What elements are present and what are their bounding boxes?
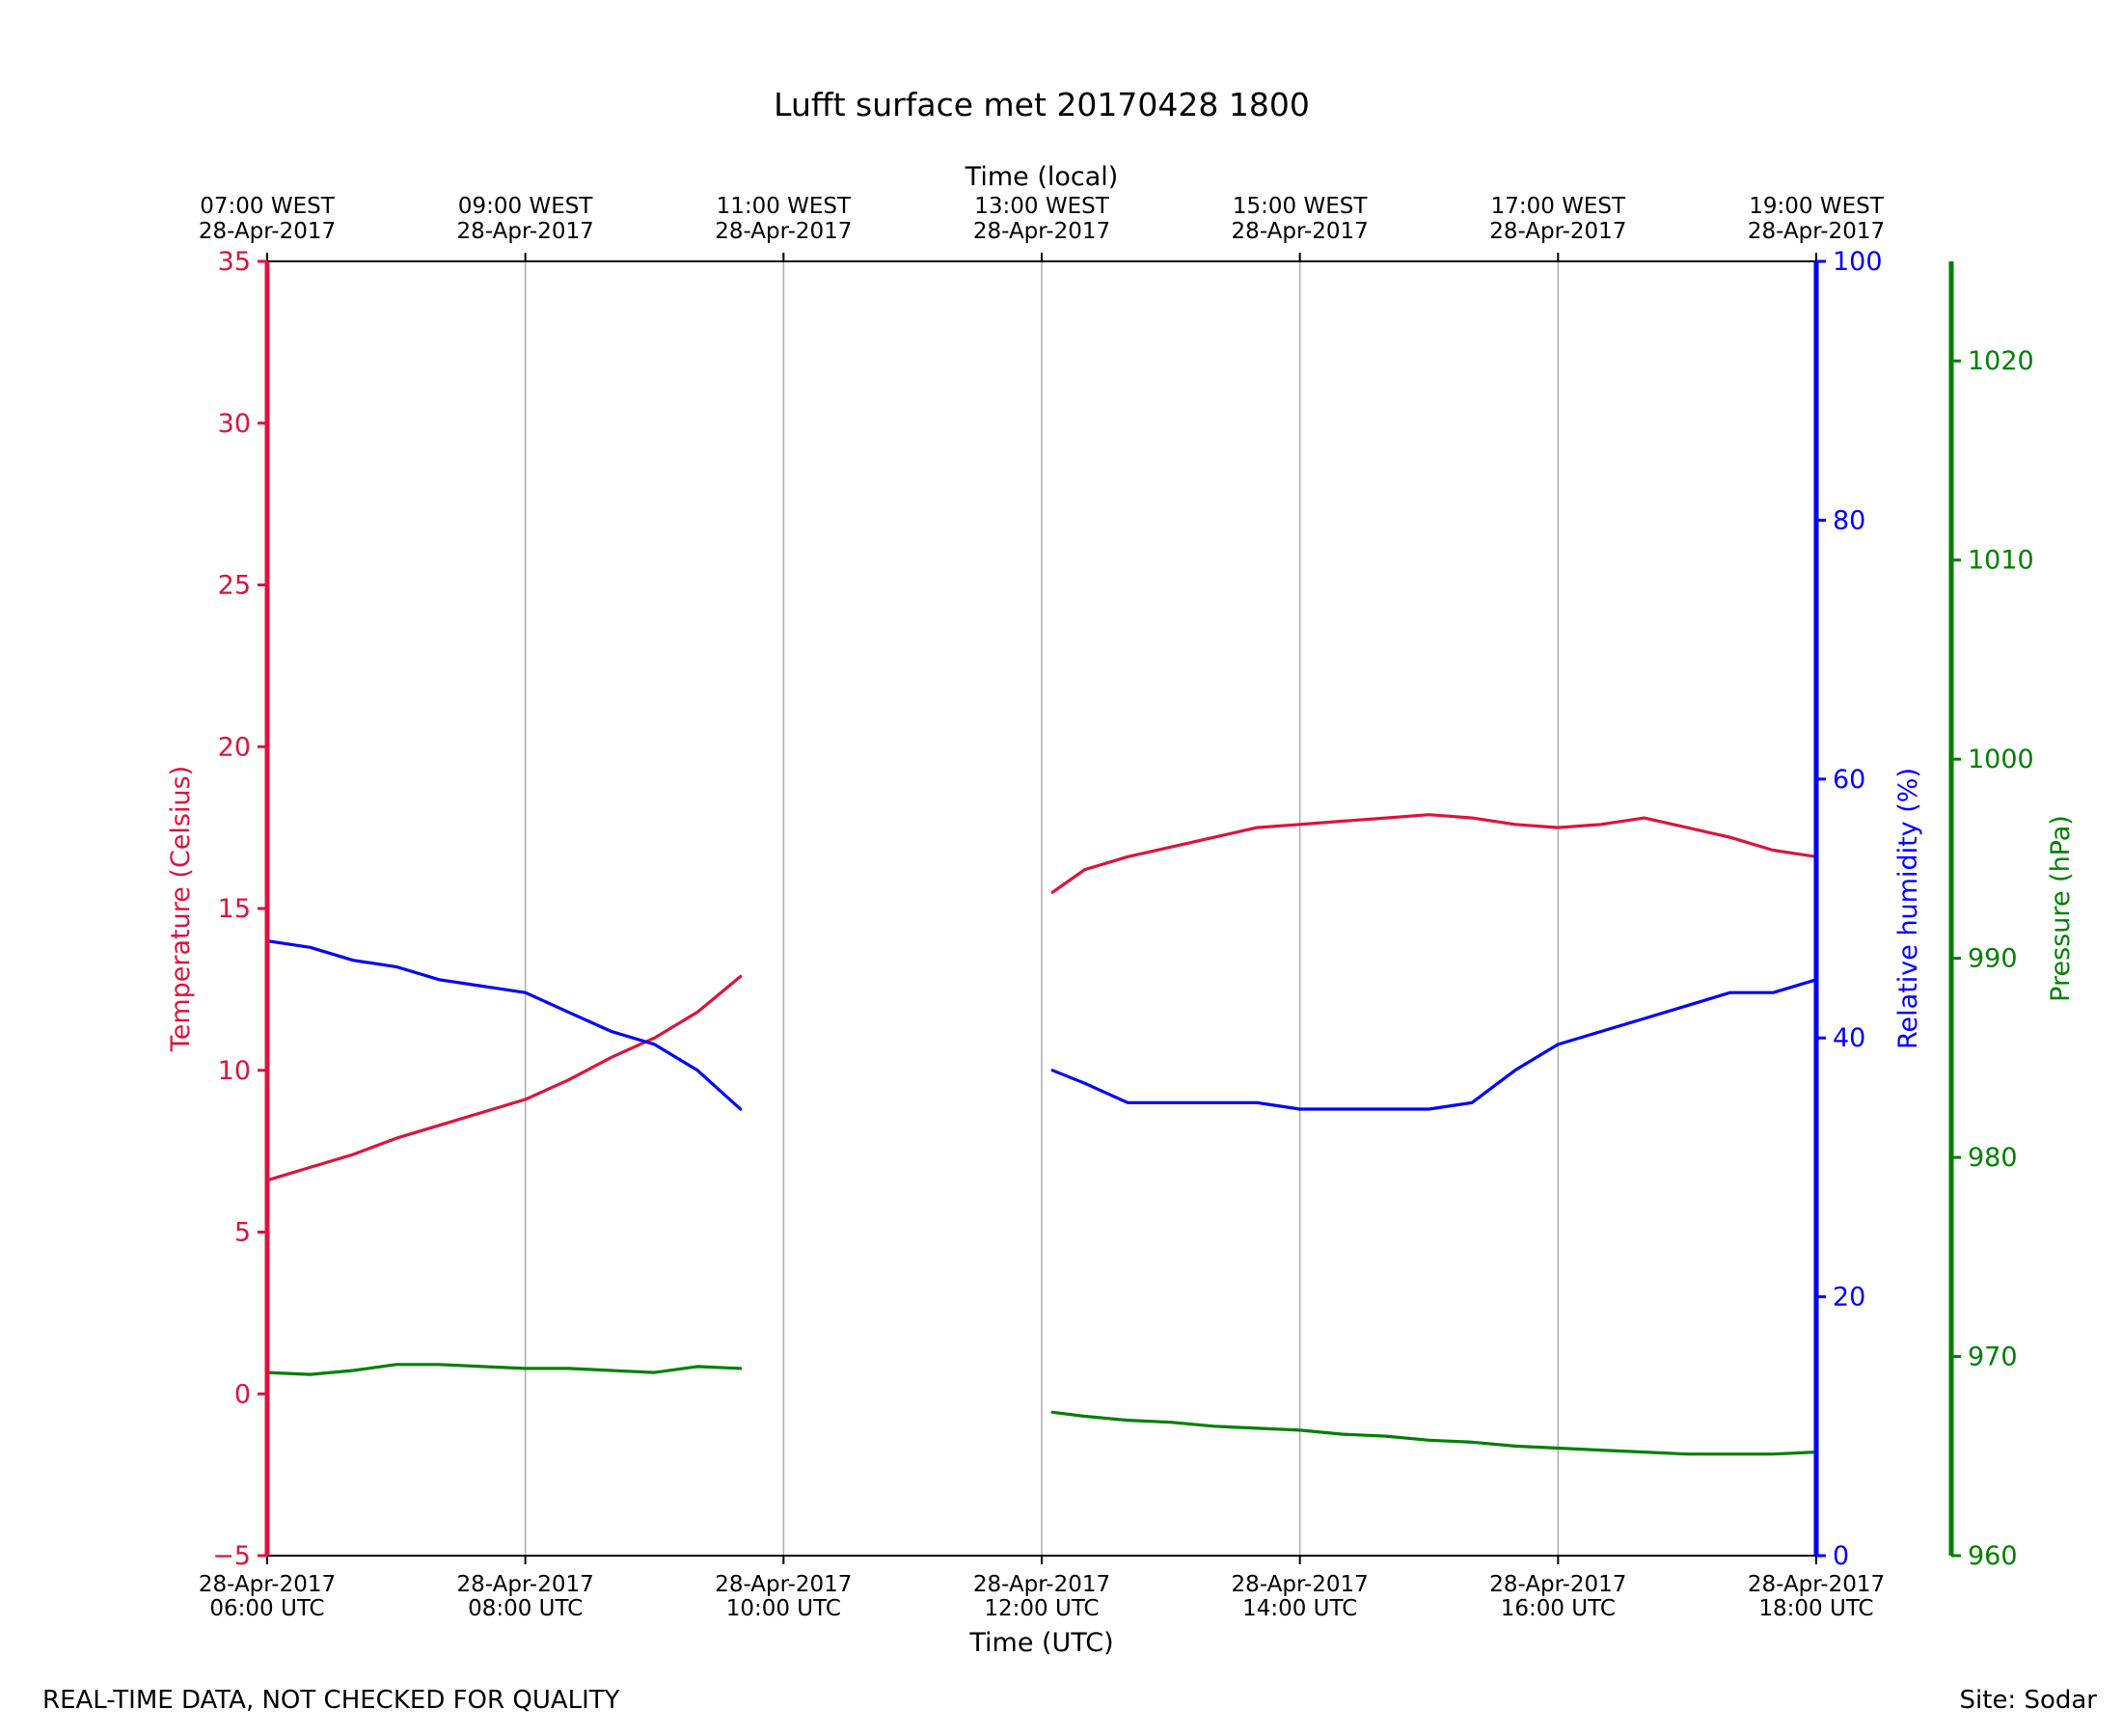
humidity-axis-tick-label: 0 — [1833, 1541, 1849, 1571]
data-lines — [265, 813, 1818, 1456]
x-tick-label-bottom: 18:00 UTC — [1758, 1596, 1873, 1621]
x-tick-label-top: 28-Apr-2017 — [1232, 219, 1369, 244]
x-axis-label-bottom: Time (UTC) — [968, 1628, 1113, 1658]
temperature-axis-label: Temperature (Celsius) — [166, 766, 196, 1052]
x-tick-label-bottom: 08:00 UTC — [468, 1596, 583, 1621]
x-tick-label-bottom: 28-Apr-2017 — [199, 1572, 336, 1597]
x-tick-label-top: 28-Apr-2017 — [1489, 219, 1626, 244]
x-tick-label-bottom: 12:00 UTC — [984, 1596, 1099, 1621]
temperature-axis-tick-label: 25 — [218, 571, 251, 601]
x-tick-label-top: 13:00 WEST — [974, 194, 1109, 219]
x-tick-label-top: 28-Apr-2017 — [973, 219, 1110, 244]
x-tick-label-bottom: 10:00 UTC — [726, 1596, 841, 1621]
grid-lines — [524, 261, 1560, 1556]
quality-disclaimer: REAL-TIME DATA, NOT CHECKED FOR QUALITY — [42, 1686, 620, 1715]
temperature-axis-tick-label: 20 — [218, 732, 251, 762]
temperature-axis-tick-label: 10 — [218, 1056, 251, 1086]
temperature-axis-tick-label: −5 — [212, 1541, 251, 1571]
site-label: Site: Sodar — [1959, 1686, 2097, 1715]
x-tick-label-top: 28-Apr-2017 — [715, 219, 852, 244]
x-tick-label-bottom: 28-Apr-2017 — [973, 1572, 1110, 1597]
x-axis-label-top: Time (local) — [965, 162, 1119, 192]
x-tick-label-top: 28-Apr-2017 — [199, 219, 336, 244]
x-tick-label-bottom: 28-Apr-2017 — [1748, 1572, 1885, 1597]
humidity-axis-tick-label: 40 — [1833, 1023, 1865, 1053]
x-tick-label-bottom: 16:00 UTC — [1501, 1596, 1616, 1621]
humidity-axis-tick-label: 80 — [1833, 505, 1865, 535]
temperature-series-line — [265, 974, 743, 1182]
x-tick-label-top: 11:00 WEST — [717, 194, 852, 219]
pressure-axis-tick-label: 990 — [1968, 944, 2018, 974]
x-tick-label-bottom: 14:00 UTC — [1242, 1596, 1357, 1621]
temperature-series-line — [1050, 813, 1818, 894]
x-tick-label-bottom: 28-Apr-2017 — [1489, 1572, 1626, 1597]
pressure-axis-tick-label: 1010 — [1968, 546, 2034, 576]
pressure-series-line — [1050, 1410, 1818, 1456]
x-tick-label-top: 28-Apr-2017 — [1748, 219, 1885, 244]
humidity-series-line — [1050, 978, 1818, 1111]
chart-title: Lufft surface met 20170428 1800 — [774, 86, 1310, 123]
pressure-axis-tick-label: 960 — [1968, 1541, 2018, 1571]
pressure-axis-label: Pressure (hPa) — [2046, 815, 2076, 1002]
x-tick-label-top: 28-Apr-2017 — [457, 219, 594, 244]
humidity-axis-label: Relative humidity (%) — [1893, 768, 1923, 1049]
temperature-axis-tick-label: 30 — [218, 409, 251, 439]
pressure-series-line — [265, 1363, 743, 1376]
x-tick-label-top: 19:00 WEST — [1749, 194, 1884, 219]
x-tick-label-bottom: 28-Apr-2017 — [1232, 1572, 1369, 1597]
x-tick-label-top: 17:00 WEST — [1491, 194, 1626, 219]
pressure-axis-tick-label: 970 — [1968, 1343, 2018, 1372]
pressure-axis-tick-label: 1020 — [1968, 346, 2034, 376]
temperature-axis-tick-label: 0 — [234, 1379, 251, 1409]
temperature-axis-tick-label: 15 — [218, 894, 251, 924]
pressure-axis-tick-label: 1000 — [1968, 745, 2034, 774]
humidity-axis-tick-label: 60 — [1833, 765, 1865, 795]
x-tick-label-top: 09:00 WEST — [458, 194, 593, 219]
temperature-axis-tick-label: 5 — [234, 1218, 251, 1248]
x-tick-label-bottom: 06:00 UTC — [209, 1596, 324, 1621]
x-tick-label-top: 07:00 WEST — [200, 194, 335, 219]
humidity-axis-tick-label: 20 — [1833, 1283, 1865, 1313]
humidity-axis-tick-label: 100 — [1833, 247, 1883, 277]
pressure-axis-tick-label: 980 — [1968, 1143, 2018, 1173]
humidity-series-line — [265, 938, 743, 1111]
x-tick-label-bottom: 28-Apr-2017 — [715, 1572, 852, 1597]
temperature-axis-tick-label: 35 — [218, 247, 251, 277]
x-tick-label-bottom: 28-Apr-2017 — [457, 1572, 594, 1597]
x-tick-label-top: 15:00 WEST — [1233, 194, 1368, 219]
